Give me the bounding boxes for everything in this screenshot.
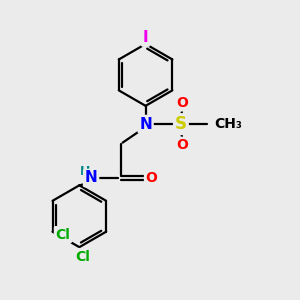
- Text: S: S: [175, 115, 187, 133]
- Text: O: O: [176, 138, 188, 152]
- Text: O: O: [176, 96, 188, 110]
- Text: O: O: [146, 171, 158, 185]
- Text: I: I: [143, 30, 148, 45]
- Text: Cl: Cl: [56, 228, 70, 242]
- Text: CH₃: CH₃: [214, 117, 242, 131]
- Text: H: H: [80, 165, 90, 178]
- Text: N: N: [139, 117, 152, 132]
- Text: Cl: Cl: [75, 250, 90, 264]
- Text: N: N: [85, 170, 98, 185]
